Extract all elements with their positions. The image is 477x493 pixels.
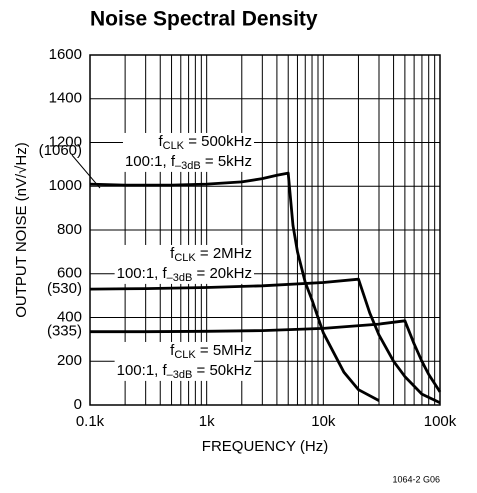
y-tick-label: 800 xyxy=(57,221,82,238)
annotation-part: = 5kHz xyxy=(201,153,252,170)
y-tick-label: 600 xyxy=(57,265,82,282)
series-line xyxy=(90,319,442,393)
plot-frame xyxy=(89,54,441,406)
annotation-part: = 50kHz xyxy=(192,362,252,379)
annotation-part: –3dB xyxy=(167,369,193,381)
annotation-part: = 5MHz xyxy=(196,342,252,359)
annotation-part: CLK xyxy=(174,252,196,264)
y-marker-label: (1060) xyxy=(39,142,82,159)
annotation-part: –3dB xyxy=(175,160,201,172)
annotation-part: CLK xyxy=(174,349,196,361)
y-tick-label: 1600 xyxy=(49,46,82,63)
annotation-bg xyxy=(114,341,254,381)
annotation-part: = 2MHz xyxy=(196,245,252,262)
x-axis-label: FREQUENCY (Hz) xyxy=(202,438,328,455)
series-line xyxy=(89,277,441,405)
x-tick-label: 1k xyxy=(199,413,215,430)
annotation-text: fCLK = 2MHz xyxy=(170,245,252,264)
y-tick-label: 200 xyxy=(57,352,82,369)
x-tick-label: 0.1k xyxy=(76,413,105,430)
annotation-part: f xyxy=(170,342,175,359)
y-axis-label: OUTPUT NOISE (nV/√Hz) xyxy=(13,142,30,317)
annotation-part: = 500kHz xyxy=(184,133,252,150)
y-tick-label: 0 xyxy=(74,396,82,413)
y-tick-label: 1200 xyxy=(49,133,82,150)
annotation-part: 100:1, f xyxy=(125,153,176,170)
annotation-text: fCLK = 500kHz xyxy=(158,133,252,152)
annotation-part: f xyxy=(170,245,175,262)
y-tick-label: 1000 xyxy=(49,177,82,194)
annotation-part: CLK xyxy=(163,140,185,152)
annotation-text: 100:1, f–3dB = 5kHz xyxy=(125,153,252,172)
annotation-part: –3dB xyxy=(167,272,193,284)
annotation-bg xyxy=(122,132,254,172)
annotation-text: 100:1, f–3dB = 50kHz xyxy=(117,362,252,381)
footnote: 1064-2 G06 xyxy=(392,474,440,484)
x-tick-label: 10k xyxy=(311,413,336,430)
annotation-part: 100:1, f xyxy=(117,265,168,282)
series-line xyxy=(89,171,380,402)
y-marker-label: (335) xyxy=(47,323,82,340)
annotation-text: 100:1, f–3dB = 20kHz xyxy=(117,265,252,284)
annotation-text: fCLK = 5MHz xyxy=(170,342,252,361)
annotation-part: f xyxy=(158,133,163,150)
y-tick-label: 400 xyxy=(57,308,82,325)
annotation-bg xyxy=(114,244,254,284)
annotation-part: 100:1, f xyxy=(117,362,168,379)
annotation-part: = 20kHz xyxy=(192,265,252,282)
marker-arrow xyxy=(71,154,101,189)
y-tick-label: 1400 xyxy=(49,90,82,107)
y-marker-label: (530) xyxy=(47,280,82,297)
chart-title: Noise Spectral Density xyxy=(90,8,318,31)
x-tick-label: 100k xyxy=(424,413,457,430)
